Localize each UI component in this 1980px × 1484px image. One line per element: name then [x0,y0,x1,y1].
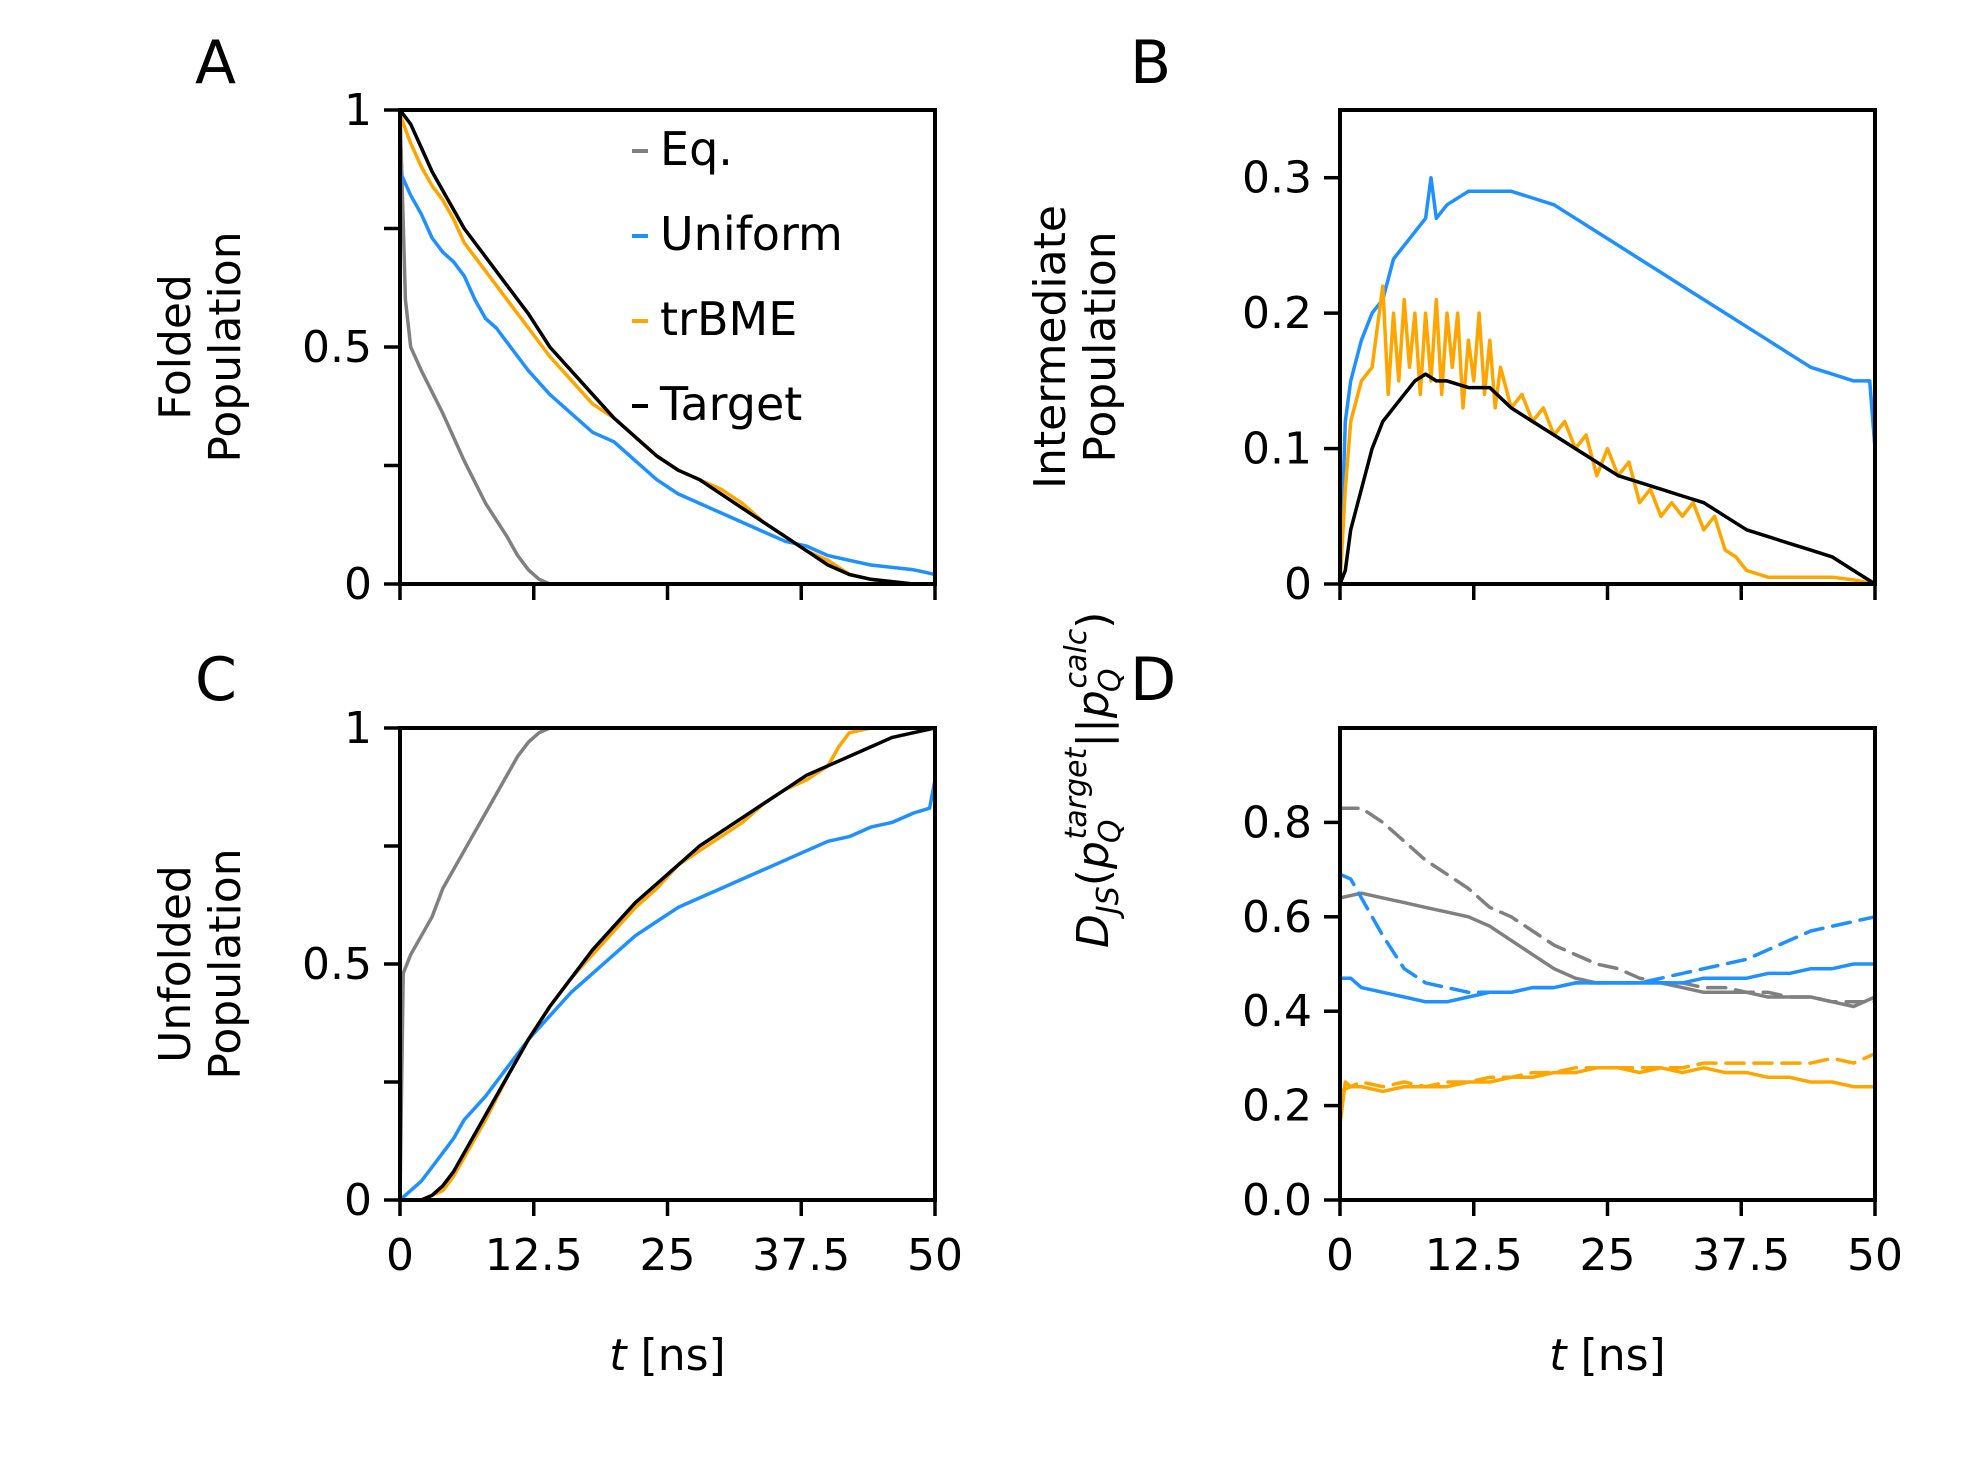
panel-a-ytick-label: 1 [344,85,372,136]
panel-d-line-trbme-solid [1340,1066,1875,1127]
panel-c-line-uniform-solid [400,778,935,1202]
panel-d-xtick-label: 0 [1326,1230,1354,1281]
panel-c-xtick-label: 37.5 [752,1230,850,1281]
panel-b-ylabel-line: Population [1075,231,1126,462]
panel-d-ytick-label: 0.2 [1242,1081,1312,1132]
panel-d-xtick-label: 37.5 [1692,1230,1790,1281]
panel-c-line-eq-solid [400,726,935,1202]
panel-c-ytick-label: 0.5 [302,939,372,990]
panel-c-xtick-label: 50 [907,1230,963,1281]
panel-c-xlabel: t [ns] [609,1330,725,1381]
panel-d-xlabel: t [ns] [1549,1330,1665,1381]
panel-d-ytick-label: 0.8 [1242,797,1312,848]
panel-label-a: A [195,28,236,98]
panel-label-c: C [195,645,237,715]
panel-b-line-trbme-solid [1340,284,1875,586]
panel-d-xtick-label: 12.5 [1425,1230,1523,1281]
panel-a-line-eq-solid [400,108,552,586]
panel-b-line-target-solid [1340,372,1875,586]
panel-a-axes: 0 0.5 1 Folded Population Eq. Uniform trBME Targ… [150,85,937,610]
panel-d-ytick-label: 0.4 [1242,986,1312,1037]
panel-label-b: B [1130,28,1171,98]
panel-d-series [1340,806,1875,1127]
panel-d-xtick-label: 25 [1580,1230,1636,1281]
legend-label-trbme: trBME [660,292,797,346]
panel-label-d: D [1130,645,1176,715]
panel-d-frame [1338,726,1877,1202]
panel-a-line-target-solid [400,108,935,586]
panel-c-xtick-label: 25 [640,1230,696,1281]
panel-b-series [1340,175,1875,586]
legend-label-eq: Eq. [660,122,733,176]
panel-c-axes: 0 12.5 25 37.5 50 t [ns] 0 0.5 1 Unfolded Populati… [150,703,963,1381]
panel-d-ylabel: DJS(pQtarget||pQcalc) [1059,612,1128,948]
panel-c-xtick-label: 12.5 [485,1230,583,1281]
panel-c-xtick-label: 0 [386,1230,414,1281]
panel-d-line-uniform-solid [1340,962,1875,1004]
panel-a-ylabel-line: Folded [150,274,201,420]
panel-b-frame [1338,108,1877,586]
legend-label-uniform: Uniform [660,207,843,261]
panel-a-series [400,108,935,586]
panel-d-line-uniform-dashed [1340,872,1875,995]
panel-b-ytick-label: 0 [1284,559,1312,610]
panel-d-axes: 0 12.5 25 37.5 50 t [ns] 0.0 0.2 0.4 0.6 0.8 [1242,726,1903,1381]
panel-b-ytick-label: 0.3 [1242,153,1312,204]
panel-b-ylabel-line: Intermediate [1025,205,1076,489]
panel-d-line-eq-dashed [1340,806,1875,1004]
panel-c-ytick-label: 1 [344,703,372,754]
panel-a-ylabel-line: Population [200,231,251,462]
panel-c-line-target-solid [400,726,935,1202]
panel-a-ytick-label: 0 [344,559,372,610]
panel-b-ytick-label: 0.2 [1242,288,1312,339]
panel-b-ytick-label: 0.1 [1242,424,1312,475]
panel-a-line-trbme-solid [400,112,935,586]
panel-d-xtick-label: 50 [1847,1230,1903,1281]
panel-d-ytick-label: 0.0 [1242,1175,1312,1226]
panel-a-line-uniform-solid [400,169,935,577]
panel-c-ytick-label: 0 [344,1175,372,1226]
panel-c-ylabel-line: Unfolded [150,865,201,1063]
panel-d-line-eq-solid [1340,891,1875,1009]
panel-a-frame [398,108,937,586]
panel-c-series [400,726,935,1202]
panel-a-ytick-label: 0.5 [302,322,372,373]
panel-b-axes: 0 0.1 0.2 0.3 Intermediate Population [1025,108,1877,610]
panel-d-ytick-label: 0.6 [1242,892,1312,943]
panel-c-ylabel-line: Population [200,848,251,1079]
panel-c-line-trbme-solid [400,726,935,1202]
legend-label-target: Target [659,377,802,431]
panel-b-line-uniform-solid [1340,175,1875,586]
